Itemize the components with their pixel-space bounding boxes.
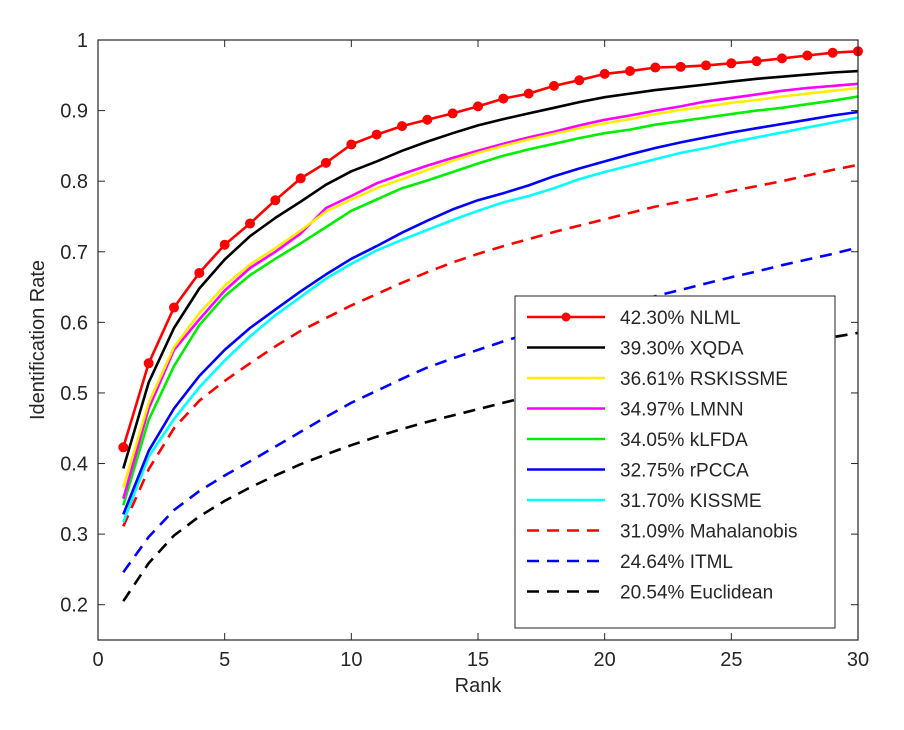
x-tick-label: 30 xyxy=(847,649,869,671)
series-point-nlml xyxy=(650,62,661,73)
series-line-kissme xyxy=(122,116,859,523)
series-line-mahalanobis xyxy=(122,163,859,527)
legend-label-xqda: 39.30% XQDA xyxy=(620,339,744,360)
series-point-nlml xyxy=(523,88,534,99)
series-point-nlml xyxy=(397,121,407,132)
series-point-nlml xyxy=(675,61,686,72)
series-point-nlml xyxy=(422,114,433,125)
series-line-xqda xyxy=(122,69,859,469)
series-point-nlml xyxy=(549,80,559,91)
series-point-nlml xyxy=(270,195,281,206)
y-tick-label: 0.7 xyxy=(60,242,88,264)
series-point-nlml xyxy=(473,101,483,112)
series-point-nlml xyxy=(169,302,179,313)
series-point-nlml xyxy=(143,358,154,369)
y-tick-label: 1 xyxy=(77,30,88,52)
x-tick-label: 10 xyxy=(340,649,362,671)
series-point-nlml xyxy=(751,56,762,67)
legend-label-rpcca: 32.75% rPCCA xyxy=(620,461,749,482)
legend-label-nlml: 42.30% NLML xyxy=(620,308,740,329)
y-tick-label: 0.8 xyxy=(60,171,88,193)
legend-label-lmnn: 34.97% LMNN xyxy=(620,400,744,421)
x-tick-label: 25 xyxy=(720,649,742,671)
legend-label-klfda: 34.05% kLFDA xyxy=(620,430,748,451)
x-tick-label: 20 xyxy=(594,649,616,671)
series-line-euclidean xyxy=(122,331,859,602)
x-tick-label: 5 xyxy=(219,649,230,671)
series-point-nlml xyxy=(219,239,230,250)
legend-label-itml: 24.64% ITML xyxy=(620,552,733,573)
series-point-nlml xyxy=(118,442,129,453)
series-point-nlml xyxy=(346,139,357,150)
legend-box xyxy=(514,295,836,629)
series-point-nlml xyxy=(574,75,585,86)
plot-lines xyxy=(118,46,863,602)
legend-label-euclidean: 20.54% Euclidean xyxy=(620,583,773,604)
series-point-nlml xyxy=(371,129,382,140)
series-point-nlml xyxy=(245,218,255,229)
legend-label-mahalanobis: 31.09% Mahalanobis xyxy=(620,522,797,543)
series-point-nlml xyxy=(447,108,458,119)
y-tick-label: 0.6 xyxy=(60,312,88,334)
series-point-nlml xyxy=(726,58,737,69)
series-point-nlml xyxy=(777,53,787,64)
series-point-nlml xyxy=(599,68,610,79)
series-point-nlml xyxy=(827,47,838,58)
y-axis: 0.2 0.3 0.4 0.5 0.6 0.7 0.8 0.9 1 xyxy=(60,30,858,617)
x-tick-label: 0 xyxy=(92,649,103,671)
legend-label-rskissme: 36.61% RSKISSME xyxy=(620,369,788,390)
series-point-nlml xyxy=(321,157,331,168)
x-axis-title: Rank xyxy=(455,675,503,697)
series-line-rskissme xyxy=(122,86,859,488)
y-tick-label: 0.4 xyxy=(60,454,88,476)
series-line-itml xyxy=(122,246,859,573)
series-line-rpcca xyxy=(122,110,859,515)
legend: 42.30% NLML 39.30% XQDA 36.61% RSKISSME 34.… xyxy=(514,295,836,629)
series-point-nlml xyxy=(498,93,509,104)
series-point-nlml xyxy=(625,66,635,77)
x-axis: 0 5 10 15 20 25 30 xyxy=(92,40,869,671)
y-tick-label: 0.9 xyxy=(60,101,88,123)
series-point-nlml xyxy=(295,173,306,184)
y-axis-title: Identification Rate xyxy=(27,260,49,420)
x-tick-label: 15 xyxy=(467,649,489,671)
series-point-nlml xyxy=(194,267,205,278)
legend-label-kissme: 31.70% KISSME xyxy=(620,491,762,512)
y-tick-label: 0.3 xyxy=(60,524,88,546)
series-point-nlml xyxy=(802,50,813,61)
y-tick-label: 0.5 xyxy=(60,383,88,405)
series-line-lmnn xyxy=(122,82,859,500)
series-line-klfda xyxy=(122,95,859,506)
series-point-nlml xyxy=(701,60,711,71)
y-tick-label: 0.2 xyxy=(60,595,88,617)
legend-marker xyxy=(561,312,571,322)
